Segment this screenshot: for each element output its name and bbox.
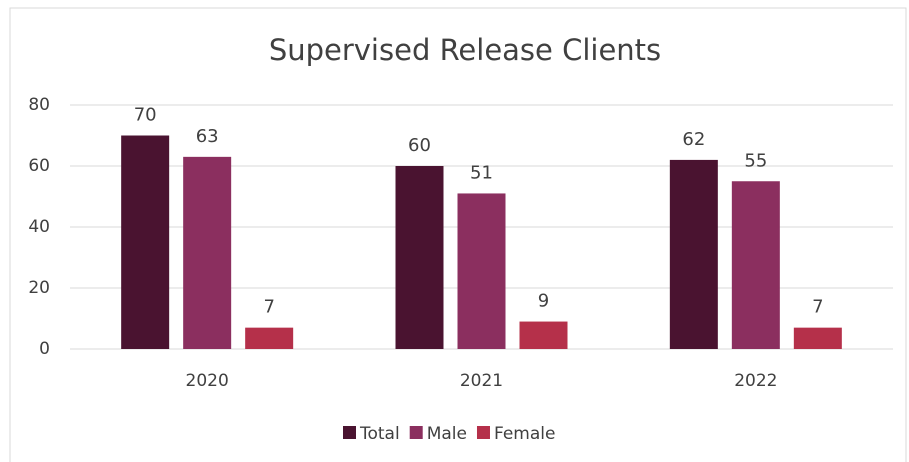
data-label: 55 — [744, 150, 767, 171]
bar — [395, 166, 444, 349]
x-tick-label: 2020 — [186, 371, 229, 391]
y-tick-label: 80 — [28, 95, 50, 115]
bar — [669, 159, 718, 349]
data-label: 9 — [538, 291, 549, 312]
data-label: 62 — [682, 129, 705, 150]
bar — [519, 321, 568, 349]
bar — [793, 327, 842, 349]
chart-title: Supervised Release Clients — [269, 33, 661, 67]
x-tick-label: 2022 — [734, 371, 777, 391]
legend-label: Female — [494, 424, 555, 444]
data-label: 70 — [134, 105, 157, 126]
data-label: 63 — [196, 126, 219, 147]
legend-label: Total — [359, 424, 400, 444]
y-tick-label: 0 — [39, 339, 50, 359]
bar — [245, 327, 294, 349]
legend-swatch — [476, 426, 490, 439]
y-tick-label: 60 — [28, 156, 50, 176]
bar — [457, 193, 506, 349]
bar — [121, 135, 170, 349]
legend-swatch — [409, 426, 423, 439]
x-tick-label: 2021 — [460, 371, 503, 391]
data-label: 7 — [263, 297, 274, 318]
data-label: 51 — [470, 162, 493, 183]
y-tick-label: 40 — [28, 217, 50, 237]
bar — [731, 181, 780, 349]
y-tick-label: 20 — [28, 278, 50, 298]
legend-label: Male — [427, 424, 467, 444]
bar — [183, 156, 232, 349]
legend-swatch — [343, 426, 356, 439]
data-label: 7 — [812, 297, 823, 318]
data-label: 60 — [408, 135, 431, 156]
